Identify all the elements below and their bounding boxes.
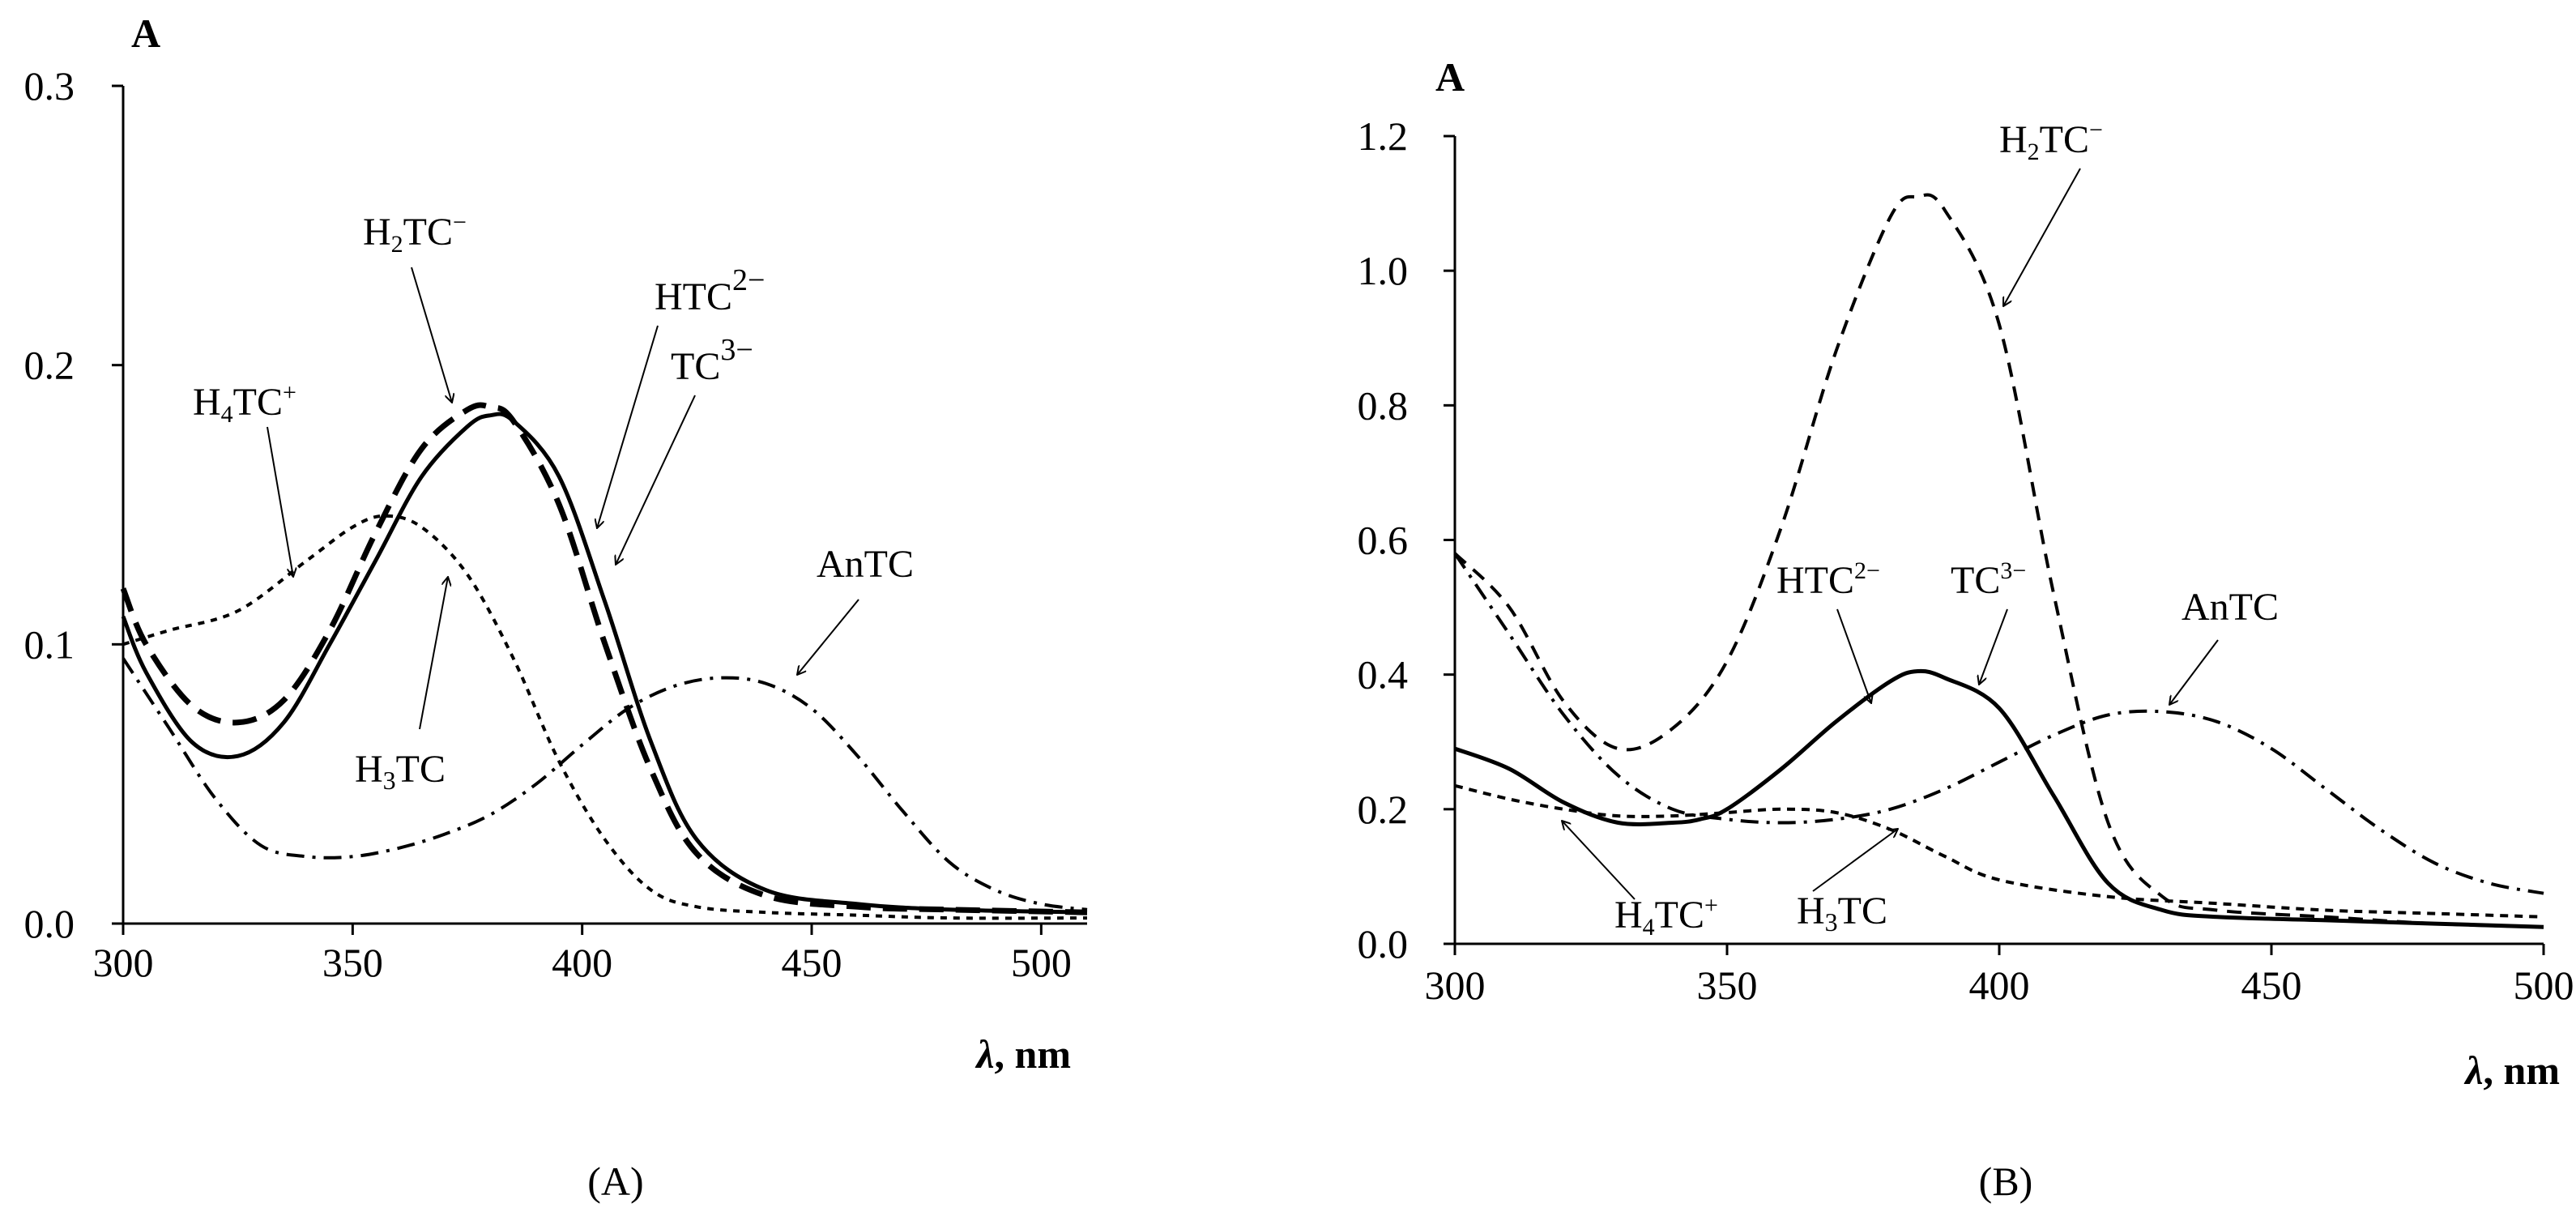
panel-b-x-tick-label: 450	[2241, 962, 2302, 1008]
panel-a-annotation-label: AnTC	[817, 543, 914, 586]
panel-b-annotation-arrow	[1812, 829, 1898, 892]
panel-b-y-tick-label: 0.6	[1358, 518, 1409, 563]
panel-b-annotation-arrow	[1562, 821, 1636, 900]
panel-b-series-h2tc	[1453, 193, 2544, 929]
panel-a-x-tick-label: 300	[93, 940, 154, 985]
panel-b-annotation-arrow	[2003, 168, 2081, 306]
panel-a-y-tick-label: 0.2	[24, 343, 75, 388]
panel-b-annotation-label: HTC2−	[1776, 557, 1880, 602]
panel-b-series-htc2-tc3	[1454, 668, 2544, 929]
panel-a-annotation-label: TC3−	[671, 333, 753, 388]
panel-b-y-axis-label: A	[1435, 54, 1465, 100]
panel-a-y-axis-label: A	[131, 11, 160, 56]
panel-a-annotation-arrow	[797, 599, 859, 675]
panel-b-annotation-arrow	[1836, 608, 1871, 703]
panel-a-x-tick-label: 350	[322, 940, 383, 985]
panel-b-x-tick-label: 400	[1969, 962, 2030, 1008]
panel-a-x-tick-label: 450	[782, 940, 842, 985]
panel-b-annotation-label: H4TC+	[1614, 892, 1718, 941]
panel-b-y-tick-label: 0.2	[1358, 787, 1409, 832]
panel-a-series-antc	[122, 657, 1088, 911]
panel-a-x-tick-label: 400	[552, 940, 612, 985]
panel-a-annotation-arrow	[597, 325, 659, 528]
panel-b-annotation-arrow	[1979, 608, 2008, 685]
panel-b-x-tick-label: 350	[1697, 962, 1758, 1008]
panel-a-series-h2tc	[120, 402, 1088, 915]
panel-b-annotation-arrow	[2169, 639, 2219, 705]
panel-b-chart: 0.0 0.2 0.4 0.6 0.8 1.0 1.2 300 350 400 450 500 Aλ, …	[1358, 54, 2574, 1204]
panel-b-x-axis-label: λ, nm	[2463, 1048, 2560, 1093]
panel-a-series-tc3	[121, 412, 1088, 915]
panel-b-y-tick-label: 0.8	[1358, 382, 1409, 428]
panel-a-panel-label: (A)	[587, 1159, 643, 1204]
panel-a-annotation-label: H3TC	[355, 748, 446, 795]
panel-a-x-axis-label: λ, nm	[975, 1031, 1071, 1077]
panel-a-series-h4tc	[122, 514, 1088, 920]
panel-b-x-tick-label: 300	[1425, 962, 1486, 1008]
panel-b-panel-label: (B)	[1979, 1159, 2033, 1204]
panel-a-annotation-label: H2TC−	[363, 209, 467, 258]
panel-a-annotation-arrow	[411, 267, 452, 403]
panel-b-annotation-label: AnTC	[2181, 586, 2279, 629]
panel-a-annotation-arrow	[267, 426, 293, 577]
panel-a-y-tick-label: 0.3	[24, 63, 75, 109]
panel-a-x-tick-label: 500	[1011, 940, 1072, 985]
panel-b-annotation-label: TC3−	[1951, 557, 2026, 602]
panel-a-annotation-arrow	[419, 577, 448, 730]
panel-a-annotation-label: HTC2−	[655, 263, 765, 318]
panel-b-annotation-label: H2TC−	[1999, 117, 2103, 165]
panel-b-series-h4tc-h3tc	[1454, 783, 2544, 919]
panel-b-x-tick-label: 500	[2514, 962, 2574, 1008]
panel-b-y-tick-label: 1.2	[1358, 113, 1409, 159]
panel-a-chart: 0.0 0.1 0.2 0.3 300 350 400 450 500 Aλ, nm H4TC+ H2…	[24, 11, 1088, 1204]
panel-a-y-tick-label: 0.1	[24, 621, 75, 667]
panel-a-annotation-arrow	[616, 395, 696, 565]
panel-b-y-tick-label: 0.0	[1358, 921, 1409, 967]
panel-b-y-tick-label: 1.0	[1358, 248, 1409, 293]
panel-a-annotation-label: H4TC+	[193, 379, 296, 428]
panel-a-y-tick-label: 0.0	[24, 901, 75, 946]
panel-b-y-tick-label: 0.4	[1358, 652, 1409, 698]
panel-b-series-antc	[1453, 552, 2544, 895]
panel-b-annotation-label: H3TC	[1797, 890, 1887, 937]
